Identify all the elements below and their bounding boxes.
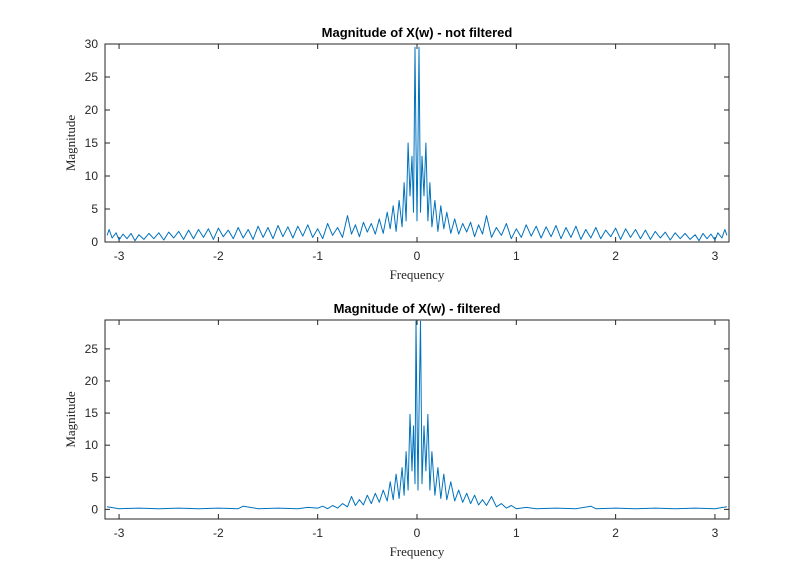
x-tick-label: 1: [513, 249, 520, 263]
x-tick-label: 2: [612, 526, 619, 540]
x-tick-label: 1: [513, 526, 520, 540]
y-tick-label: 20: [85, 374, 99, 388]
x-tick-label: 0: [414, 249, 421, 263]
y-axis-label: Magnitude: [63, 391, 78, 448]
y-tick-label: 30: [85, 37, 99, 51]
y-tick-label: 25: [85, 342, 99, 356]
y-tick-label: 20: [85, 103, 99, 117]
x-tick-label: -3: [114, 249, 125, 263]
x-axis-label: Frequency: [390, 267, 445, 282]
x-tick-label: -1: [312, 249, 323, 263]
y-tick-label: 25: [85, 70, 99, 84]
y-tick-label: 0: [91, 235, 98, 249]
x-tick-label: 2: [612, 249, 619, 263]
x-tick-label: 3: [712, 526, 719, 540]
chart-title: Magnitude of X(w) - not filtered: [322, 25, 513, 40]
y-tick-label: 10: [85, 169, 99, 183]
x-axis-label: Frequency: [390, 544, 445, 559]
y-tick-label: 5: [91, 202, 98, 216]
x-tick-label: -2: [213, 526, 224, 540]
series-line: [106, 46, 728, 242]
y-tick-label: 15: [85, 136, 99, 150]
bottom-subplot: -3 -2 -1 0 1 2 3 0 5 10 15 20 25 Magnitude of X(w) - …: [63, 301, 730, 559]
x-tick-label: 3: [712, 249, 719, 263]
x-tick-label: -1: [312, 526, 323, 540]
x-tick-label: 0: [414, 526, 421, 540]
x-tick-label: -3: [114, 526, 125, 540]
chart-title: Magnitude of X(w) - filtered: [334, 301, 501, 316]
y-tick-label: 15: [85, 406, 99, 420]
series-line: [107, 320, 727, 510]
y-axis-label: Magnitude: [63, 115, 78, 172]
y-tick-label: 0: [91, 502, 98, 516]
y-tick-label: 5: [91, 470, 98, 484]
y-tick-label: 10: [85, 438, 99, 452]
x-tick-label: -2: [213, 249, 224, 263]
